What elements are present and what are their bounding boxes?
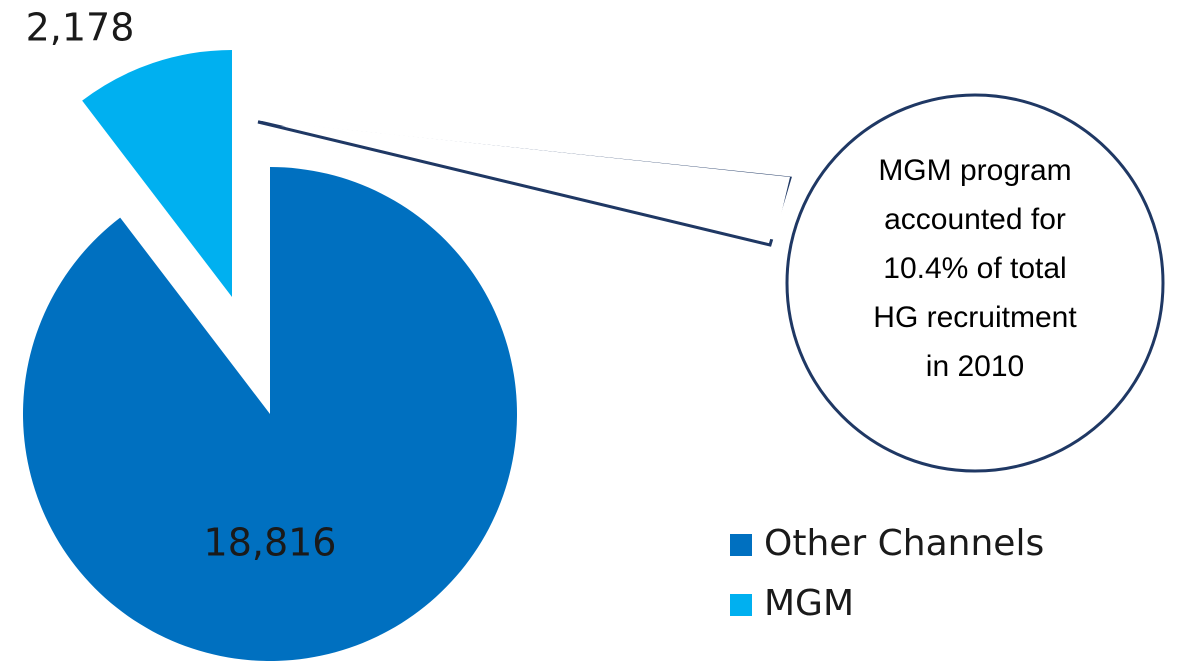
callout-bubble <box>785 93 1165 473</box>
annotation-line: accounted for <box>884 203 1066 236</box>
legend-swatch <box>730 594 752 616</box>
pie-slice <box>82 50 232 297</box>
value-label: 2,178 <box>26 6 135 50</box>
annotation-line: MGM program <box>878 154 1071 187</box>
value-label: 18,816 <box>204 521 337 565</box>
pie <box>22 50 518 661</box>
legend-swatch <box>730 534 752 556</box>
annotation-line: HG recruitment <box>873 301 1077 334</box>
annotation-line: in 2010 <box>926 350 1024 383</box>
legend-label: MGM <box>764 583 854 624</box>
pie-slice <box>22 167 518 661</box>
annotation-line: 10.4% of total <box>883 252 1066 285</box>
callout-join <box>258 120 790 240</box>
legend-label: Other Channels <box>764 523 1044 564</box>
